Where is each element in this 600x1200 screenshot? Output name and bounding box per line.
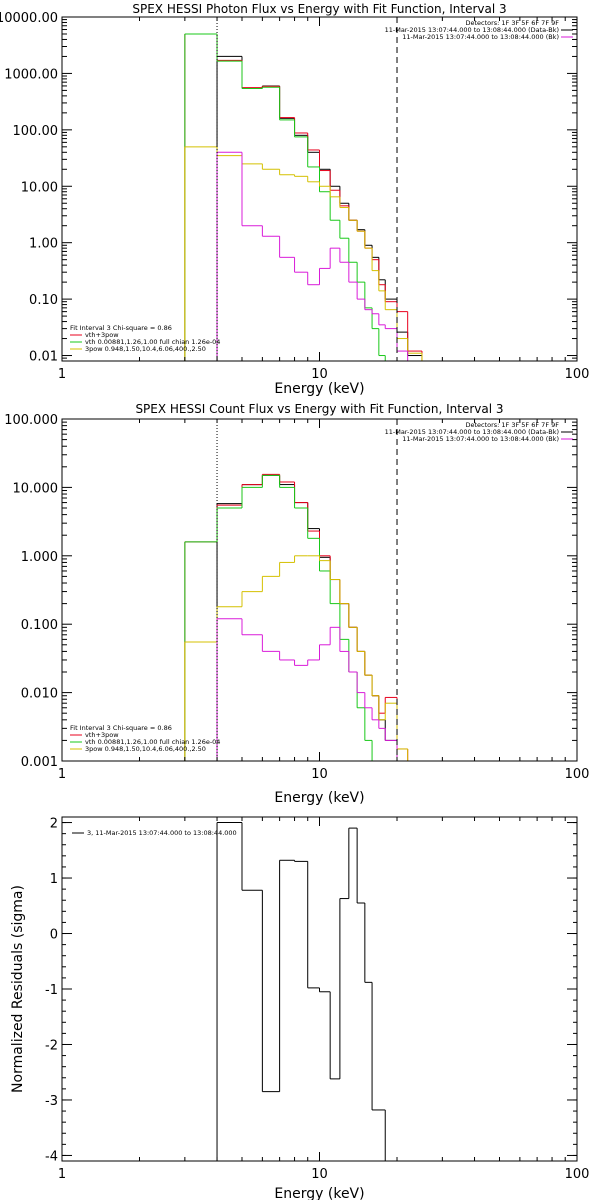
- y-tick-label: 0: [50, 928, 58, 943]
- panel-3: 1 10 100 -4 -3 -2 -1 0 1 2 Energy (keV) Normalized …: [10, 816, 590, 1200]
- series-bk: [216, 618, 398, 761]
- info-line: 11-Mar-2015 13:07:44.000 to 13:08:44.000…: [385, 26, 559, 34]
- series-vth: [184, 474, 379, 761]
- y-tick-label: 0.010: [21, 687, 58, 702]
- series-3pow: [184, 555, 409, 761]
- info-line: 11-Mar-2015 13:07:44.000 to 13:08:44.000…: [402, 33, 559, 41]
- series-data-bk: [216, 55, 423, 361]
- x-axis-label: Energy (keV): [274, 1186, 364, 1200]
- x-tick-label: 1: [58, 367, 66, 382]
- y-tick-label: 2: [50, 817, 58, 832]
- y-tick-label: -4: [45, 1149, 58, 1164]
- y-tick-label: 10.000: [13, 481, 59, 496]
- y-tick-label: 1000.00: [4, 67, 58, 82]
- x-tick-label: 10: [311, 1167, 328, 1182]
- legend-line: vth+3pow: [85, 331, 119, 339]
- series-vth-3pow: [184, 33, 423, 361]
- x-axis-label: Energy (keV): [274, 381, 364, 397]
- series-3-11-mar-2015-13-07-44-000-to-13-08-44-000: [216, 822, 398, 1161]
- legend-line: vth 0.00881,1.26,1.00 full chian 1.26e-0…: [85, 338, 220, 346]
- x-tick-label: 10: [311, 767, 328, 782]
- info-line: 11-Mar-2015 13:07:44.000 to 13:08:44.000…: [385, 428, 559, 436]
- y-tick-label: -3: [45, 1094, 58, 1109]
- y-tick-label: 0.10: [29, 293, 58, 308]
- info-line: Detectors: 1F 3F 5F 6F 7F 9F: [465, 19, 559, 27]
- y-tick-label: -1: [45, 983, 58, 998]
- plot-area: [216, 822, 398, 1161]
- y-tick-label: 0.100: [21, 618, 58, 633]
- info-line: 11-Mar-2015 13:07:44.000 to 13:08:44.000…: [402, 435, 559, 443]
- legend-line: vth 0.00881,1.26,1.00 full chian 1.26e-0…: [85, 738, 220, 746]
- legend-line: 3pow 0.948,1.50,10.4,6.06,400.,2.50: [85, 345, 206, 353]
- y-tick-label: 1.000: [21, 550, 58, 565]
- y-tick-label: -2: [45, 1038, 58, 1053]
- y-tick-label: 1.00: [29, 237, 58, 252]
- legend-line: 3, 11-Mar-2015 13:07:44.000 to 13:08:44.…: [87, 829, 237, 837]
- y-tick-label: 0.001: [21, 755, 58, 770]
- plot-area: [184, 33, 423, 361]
- x-axis-label: Energy (keV): [274, 790, 364, 806]
- y-axis-label: Normalized Residuals (sigma): [10, 885, 26, 1093]
- legend-line: vth+3pow: [85, 731, 119, 739]
- plot-frame: [61, 418, 578, 762]
- plot-area: [184, 473, 409, 761]
- x-tick-label: 100: [565, 1167, 590, 1182]
- y-tick-label: 100.000: [4, 413, 58, 428]
- panel-1: 1 10 100 0.01 0.10 1.00 10.00 100.00 1000.00 1000…: [0, 2, 589, 397]
- series-3pow: [184, 146, 423, 361]
- legend-line: Fit Interval 3 Chi-square = 0.86: [70, 324, 172, 332]
- x-tick-label: 1: [58, 1167, 66, 1182]
- x-tick-label: 10: [311, 367, 328, 382]
- y-tick-label: 1: [50, 872, 58, 887]
- y-tick-label: 10.00: [21, 180, 58, 195]
- x-tick-label: 100: [565, 767, 590, 782]
- y-tick-label: 100.00: [13, 124, 59, 139]
- x-tick-label: 100: [565, 367, 590, 382]
- chart-title: SPEX HESSI Photon Flux vs Energy with Fi…: [132, 2, 506, 16]
- series-vth-3pow: [184, 473, 409, 761]
- info-line: Detectors: 1F 3F 5F 6F 7F 9F: [465, 421, 559, 429]
- y-tick-label: 10000.00: [0, 11, 58, 26]
- panel-2: 1 10 100 0.001 0.010 0.100 1.000 10.000 100.000 S…: [4, 402, 589, 806]
- y-tick-label: 0.01: [29, 350, 58, 365]
- chart-title: SPEX HESSI Count Flux vs Energy with Fit…: [135, 402, 503, 416]
- x-tick-label: 1: [58, 767, 66, 782]
- legend-line: Fit Interval 3 Chi-square = 0.86: [70, 724, 172, 732]
- legend-line: 3pow 0.948,1.50,10.4,6.06,400.,2.50: [85, 745, 206, 753]
